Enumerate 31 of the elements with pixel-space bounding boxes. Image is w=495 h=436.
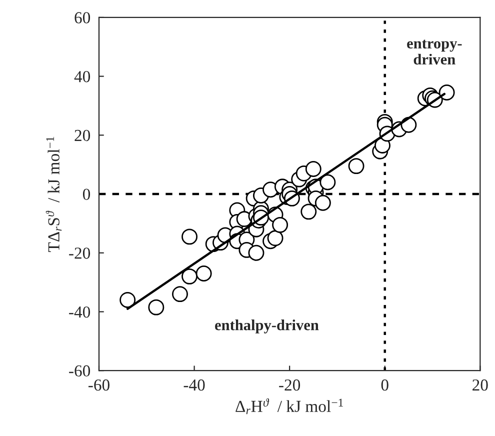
- point: [120, 292, 136, 308]
- y-tick-label: 0: [82, 188, 90, 200]
- x-tick-label: 20: [472, 379, 488, 391]
- point: [196, 266, 212, 282]
- point: [267, 230, 284, 246]
- point: [182, 228, 198, 245]
- y-tick-label: 20: [74, 130, 90, 142]
- point: [272, 216, 288, 233]
- x-tick-label: -40: [184, 379, 205, 391]
- point: [314, 194, 331, 211]
- point: [182, 268, 198, 284]
- point: [348, 158, 364, 174]
- annotation: enthalpy-driven: [215, 320, 319, 334]
- x-tick-label: 0: [381, 379, 388, 391]
- point: [438, 84, 455, 100]
- annotation: entropy- driven: [407, 40, 462, 65]
- y-tick-label: -40: [69, 306, 90, 318]
- y-tick-label: -60: [69, 365, 90, 377]
- point: [320, 174, 336, 190]
- y-axis-title: TΔ$_{r}$S$^{ϑ}$ / kJ mol$^{−1}$: [46, 136, 62, 252]
- y-tick-label: -20: [69, 248, 90, 259]
- point: [248, 244, 264, 261]
- x-axis-title: Δ$_{r}$H$^{ϑ}$ / kJ mol$^{−1}$: [236, 398, 343, 414]
- x-tick-label: -60: [88, 379, 110, 391]
- point: [172, 286, 188, 302]
- point: [148, 299, 164, 316]
- x-tick-label: -20: [279, 379, 300, 391]
- y-tick-label: 40: [74, 71, 90, 82]
- point: [305, 161, 322, 177]
- y-tick-label: 60: [74, 12, 90, 24]
- point: [300, 204, 317, 220]
